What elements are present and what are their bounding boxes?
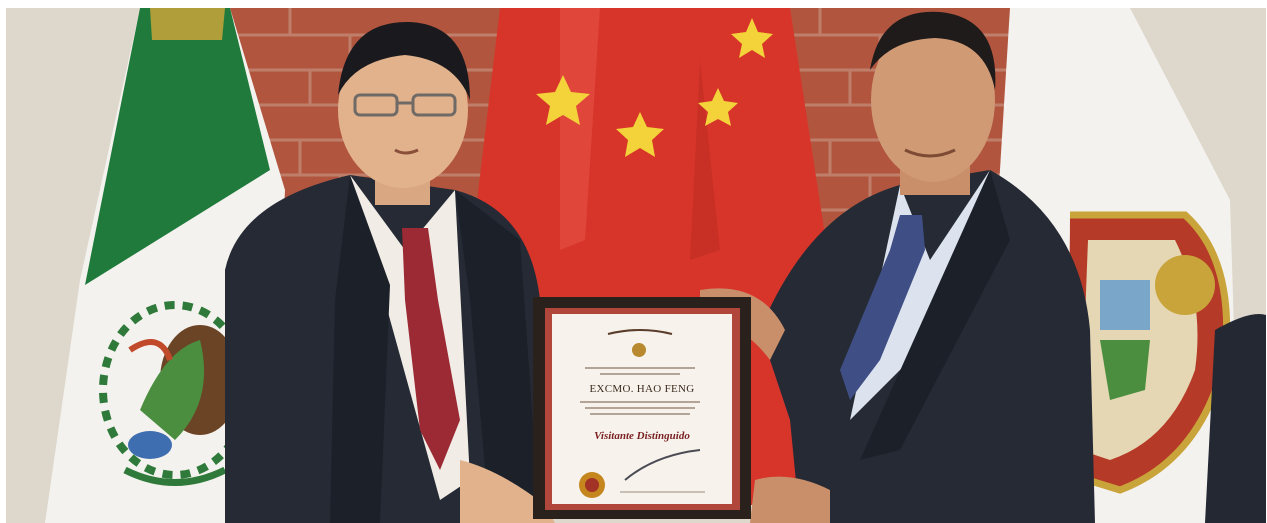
left-man-tie	[402, 228, 460, 470]
certificate-crest-icon	[632, 343, 646, 357]
left-man-hair	[338, 21, 470, 100]
certificate-paper	[552, 314, 732, 504]
left-man-glasses	[353, 93, 457, 117]
left-man-face	[338, 32, 468, 188]
right-man-tie	[840, 215, 925, 400]
mexico-coat-of-arms	[99, 301, 251, 486]
right-man-hair	[870, 11, 996, 90]
china-flag-star	[616, 112, 664, 157]
bystander-shoulder	[1205, 314, 1266, 523]
china-flag-star	[731, 18, 773, 58]
estado-de-mexico-coat-of-arms	[1053, 211, 1231, 494]
right-man-shirt	[850, 170, 990, 420]
right-man-face	[871, 18, 995, 182]
china-flag-star	[536, 75, 590, 125]
certificate-signature	[624, 449, 701, 481]
right-man-lower-hand	[750, 476, 830, 523]
left-man	[225, 21, 555, 523]
certificate-recipient: EXCMO. HAO FENG	[589, 383, 695, 395]
china-flag-star	[698, 88, 738, 126]
certificate-title: Visitante Distinguido	[594, 430, 690, 442]
framed-certificate	[533, 297, 751, 519]
left-man-hand	[460, 460, 555, 523]
right-man	[700, 11, 1095, 523]
